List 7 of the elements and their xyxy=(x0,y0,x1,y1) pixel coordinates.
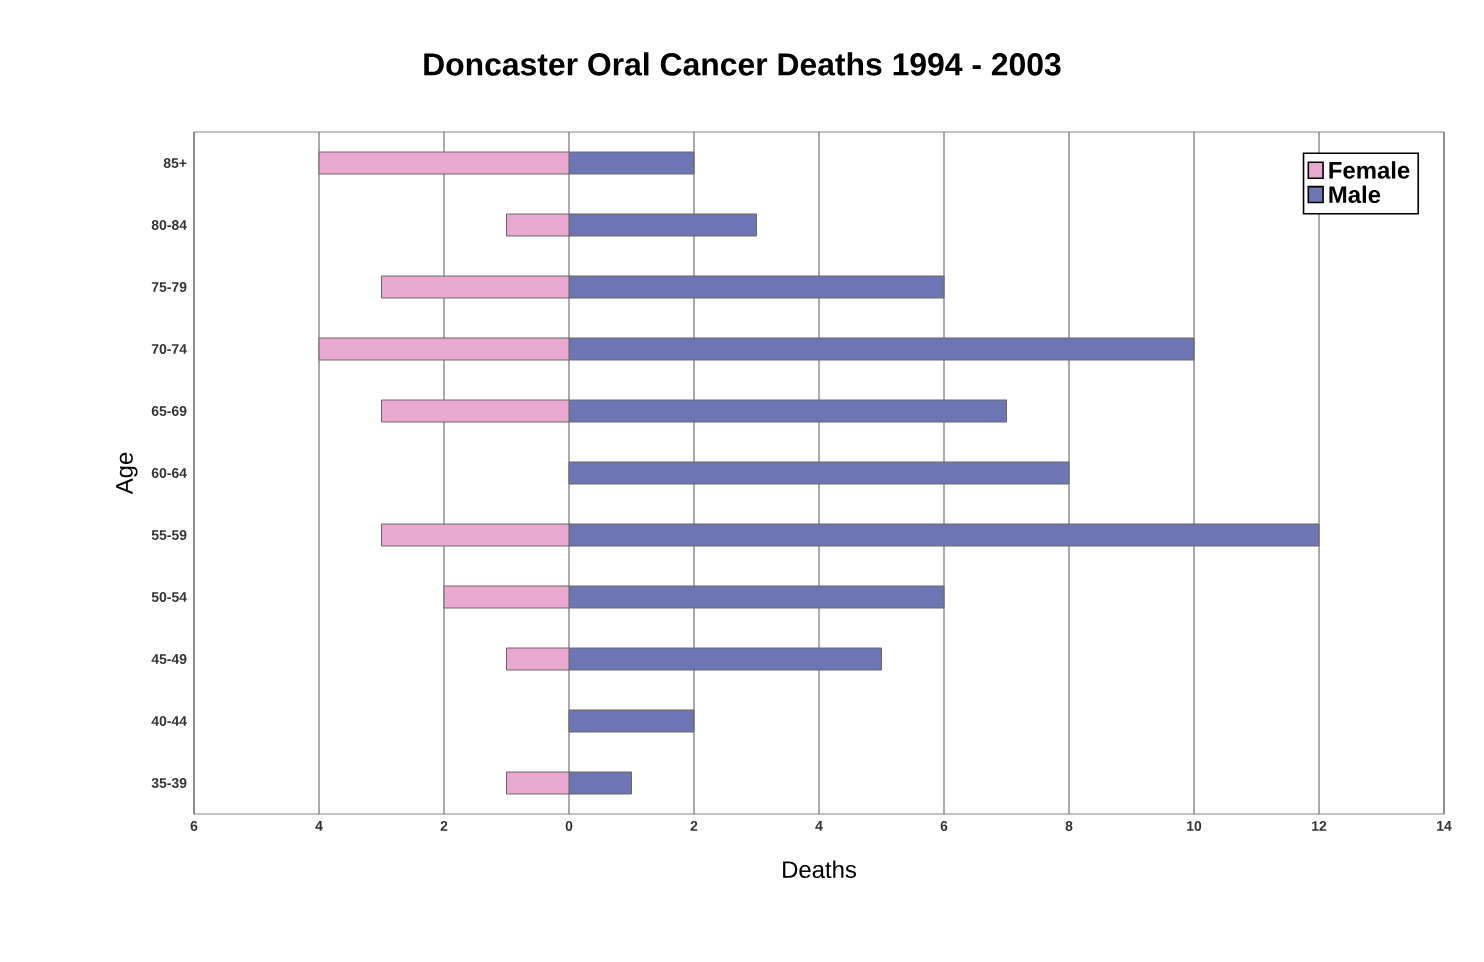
legend-label: Female xyxy=(1329,161,1410,179)
y-axis-title: Age xyxy=(116,452,138,495)
chart-title: Doncaster Oral Cancer Deaths 1994 - 2003 xyxy=(424,52,1061,76)
legend-label: Male xyxy=(1329,185,1381,204)
x-axis-title: Deaths xyxy=(783,860,857,879)
bar xyxy=(568,461,1070,485)
bar xyxy=(568,709,695,733)
